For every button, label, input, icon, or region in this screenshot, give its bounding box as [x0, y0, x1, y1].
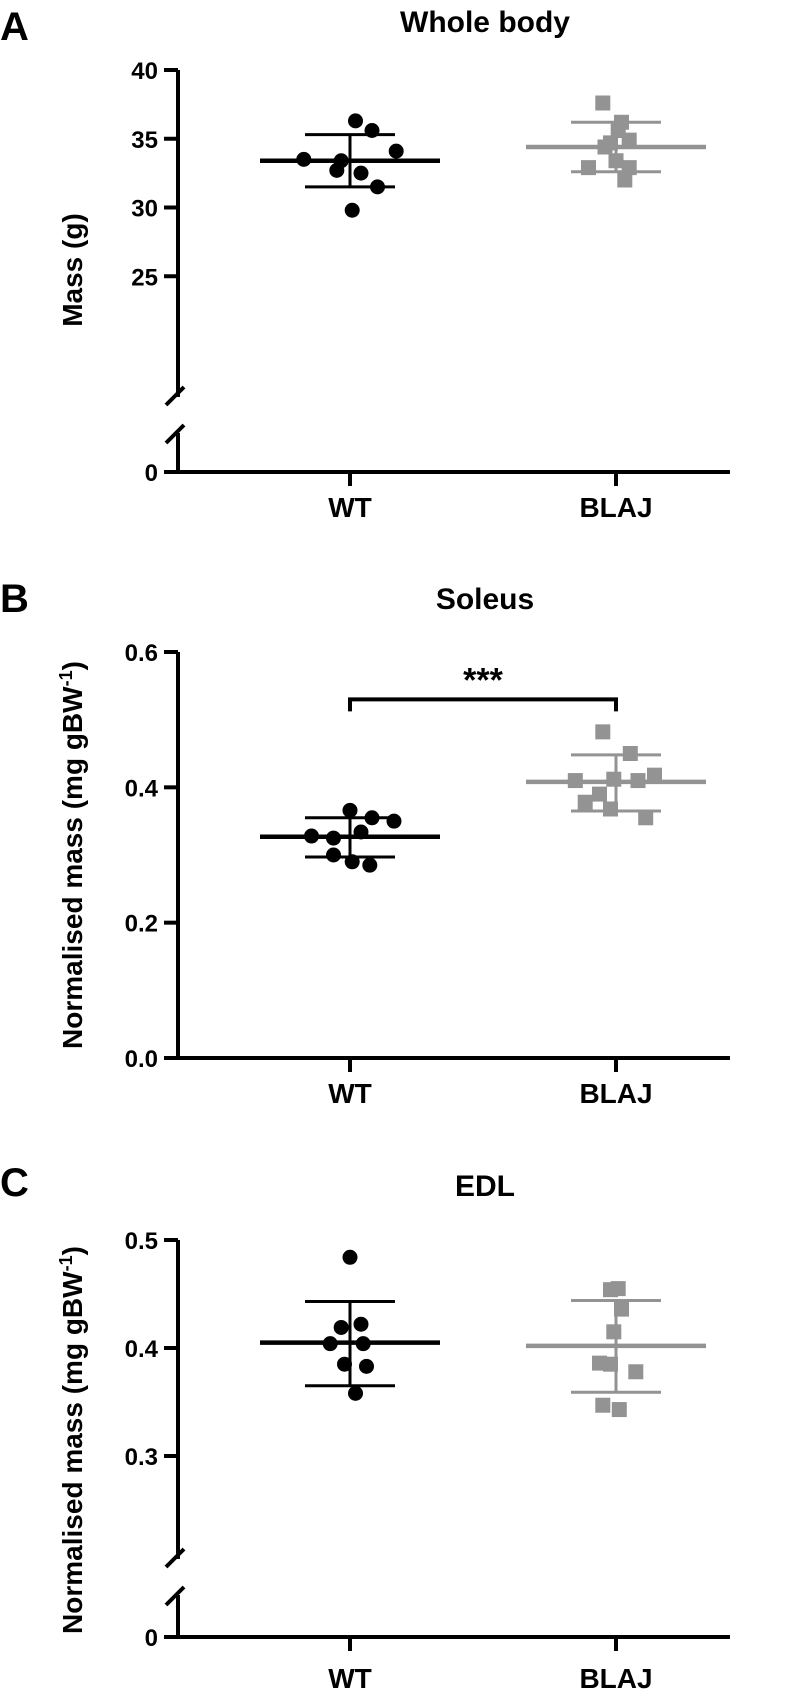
data-point [353, 165, 369, 181]
significance-label: *** [463, 661, 503, 699]
y-axis-label: Mass (g) [57, 213, 88, 327]
data-point [337, 1356, 352, 1372]
data-point [595, 724, 611, 740]
y-tick-label: 0.6 [125, 640, 158, 667]
data-point [333, 1319, 349, 1335]
data-point [329, 162, 345, 178]
y-axis-label: Normalised mass (mg gBW-1) [56, 1246, 88, 1634]
y-axis-break-mark [164, 1547, 186, 1569]
y-tick-label: 0.0 [125, 1046, 158, 1073]
x-tick-label: WT [328, 1078, 372, 1109]
x-tick-label: BLAJ [579, 1078, 652, 1109]
y-tick-label: 0.4 [125, 1336, 159, 1363]
series-blaj [526, 95, 706, 188]
significance-bracket [348, 697, 618, 712]
data-point [595, 1397, 611, 1413]
chart-title: Soleus [436, 583, 534, 616]
series-wt [260, 1249, 440, 1401]
chart-panel-a: A Whole body 0 25 30 35 40 WT BLAJ Mass (g) [0, 5, 730, 523]
y-tick-label: 35 [131, 127, 158, 154]
data-point [342, 1249, 358, 1265]
data-point [638, 810, 654, 826]
data-point [603, 1356, 618, 1372]
chart-panel-c: C EDL 0 0.3 0.4 0.5 WT BLAJ Normalised mass (mg … [0, 1161, 730, 1694]
data-point [577, 794, 593, 810]
x-tick-label: BLAJ [579, 1663, 652, 1694]
y-tick-label: 0 [145, 1625, 158, 1652]
data-point [606, 1324, 622, 1340]
y-tick-label: 0 [145, 460, 158, 487]
data-point [606, 771, 622, 787]
data-point [348, 113, 363, 129]
data-point [614, 1301, 629, 1317]
data-point [592, 786, 607, 802]
y-tick-label: 25 [131, 264, 158, 291]
series-wt [260, 113, 440, 218]
panel-letter: C [0, 1161, 29, 1205]
x-tick-label: WT [328, 492, 372, 523]
data-point [611, 1402, 627, 1418]
data-point [342, 802, 358, 818]
chart-title: EDL [455, 1170, 515, 1203]
series-blaj [526, 724, 706, 826]
data-point [344, 202, 360, 218]
data-point [359, 1358, 374, 1374]
data-point [603, 801, 618, 817]
data-point [628, 1364, 644, 1380]
y-axis-break-mark [164, 423, 186, 445]
y-tick-label: 0.3 [125, 1444, 158, 1471]
data-point [362, 857, 378, 873]
data-point [326, 847, 341, 863]
y-tick-label: 40 [131, 58, 158, 85]
chart-panel-b: B Soleus 0.0 0.2 0.4 0.6 WT BLAJ Normalised mass… [0, 577, 730, 1109]
panel-letter: A [0, 5, 29, 49]
y-axis-break-mark [164, 1585, 186, 1607]
data-point [617, 172, 633, 188]
x-tick-label: BLAJ [579, 492, 652, 523]
y-tick-label: 0.2 [125, 911, 158, 938]
data-point [610, 1281, 626, 1297]
series-blaj [526, 1281, 706, 1418]
data-point [386, 813, 402, 829]
y-tick-label: 30 [131, 196, 158, 223]
data-point [647, 767, 662, 783]
data-point [595, 95, 611, 111]
data-point [621, 132, 637, 148]
data-point [348, 1385, 363, 1401]
data-point [388, 143, 404, 159]
y-axis-label: Normalised mass (mg gBW-1) [56, 661, 88, 1049]
data-point [353, 1316, 369, 1332]
chart-title: Whole body [400, 6, 570, 39]
y-axis-break-mark [164, 385, 186, 407]
panel-letter: B [0, 577, 29, 621]
y-tick-label: 0.5 [125, 1228, 158, 1255]
x-tick-label: WT [328, 1663, 372, 1694]
y-tick-label: 0.4 [125, 775, 159, 802]
series-wt [260, 802, 440, 873]
